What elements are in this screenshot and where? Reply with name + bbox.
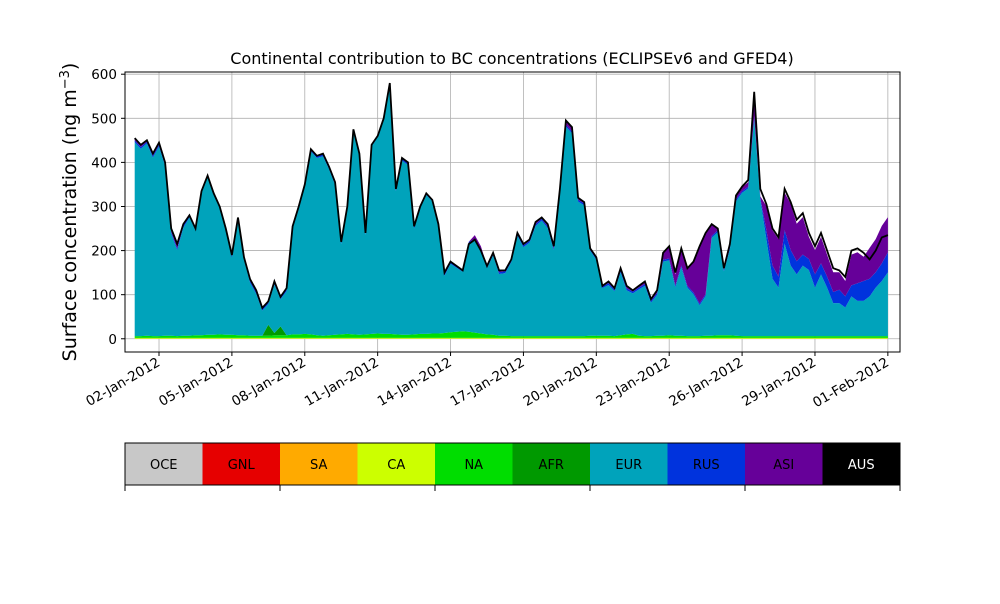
y-tick-label: 100 [91,288,117,304]
plot-frame [124,71,901,353]
chart-title: Continental contribution to BC concentra… [230,49,793,68]
legend-swatch-na [435,443,513,485]
x-tick-label: 26-Jan-2012 [666,355,746,410]
legend-label-afr: AFR [539,458,564,473]
x-tick-label: 29-Jan-2012 [739,355,819,410]
x-axis: 02-Jan-201205-Jan-201208-Jan-201211-Jan-… [83,352,892,411]
y-tick-label: 300 [91,199,117,215]
legend-label-sa: SA [310,458,327,473]
legend-swatch-aus [822,443,900,485]
legend-colorbar: OCE GNL SA CA NA AFR EUR RUS ASI AUS [124,442,901,491]
legend-frame [124,442,901,486]
legend-swatch-eur [590,443,668,485]
x-tick-label: 23-Jan-2012 [593,355,673,410]
legend-swatch-gnl [202,443,280,485]
x-tick-label: 01-Feb-2012 [810,355,892,411]
total-line-group [134,82,889,310]
legend-label-eur: EUR [615,458,642,473]
legend-label-ca: CA [387,458,405,473]
area-na [134,331,888,338]
y-axis: 0 100 200 300 400 500 600 [91,67,125,348]
legend-swatch-oce [125,443,203,485]
x-tick-label: 08-Jan-2012 [229,355,309,410]
y-tick-label: 0 [108,332,117,348]
x-tick-label: 17-Jan-2012 [448,355,528,410]
legend-label-gnl: GNL [228,458,256,473]
legend-label-asi: ASI [773,458,794,473]
y-axis-label: Surface concentration (ng m−3) [58,63,81,362]
y-tick-label: 600 [91,67,117,83]
y-tick-label: 400 [91,155,117,171]
legend-label-rus: RUS [693,458,720,473]
total-line [134,82,889,310]
legend-swatch-ca [357,443,435,485]
x-tick-label: 20-Jan-2012 [521,355,601,410]
legend-label-oce: OCE [150,458,178,473]
y-tick-label: 200 [91,244,117,260]
area-ca [134,337,888,339]
x-tick-label: 14-Jan-2012 [375,355,455,410]
legend-swatch-sa [280,443,358,485]
y-tick-label: 500 [91,111,117,127]
legend-label-aus: AUS [848,458,875,473]
x-tick-label: 05-Jan-2012 [156,355,236,410]
legend-swatch-asi [745,443,823,485]
stacked-areas [134,83,888,339]
area-asi [134,83,888,309]
legend-label-na: NA [464,458,483,473]
legend-swatch-afr [512,443,590,485]
x-tick-label: 11-Jan-2012 [302,355,382,410]
x-tick-label: 02-Jan-2012 [83,355,163,410]
area-eur [134,84,888,337]
legend-swatch-rus [667,443,745,485]
